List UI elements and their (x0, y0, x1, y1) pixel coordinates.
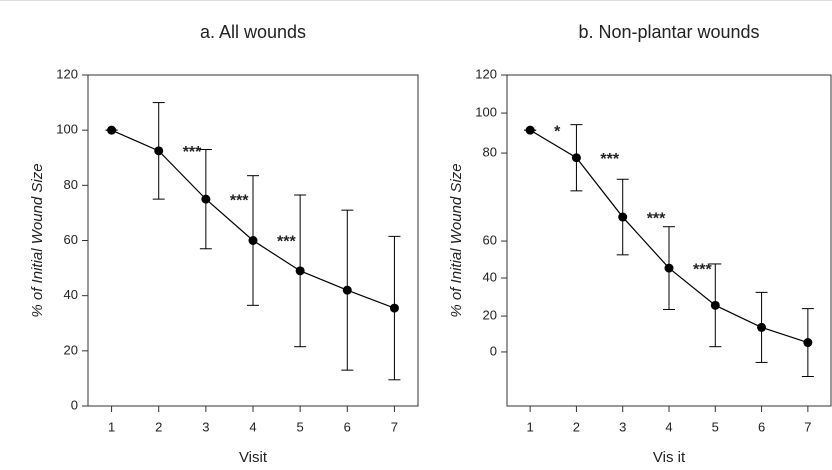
y-axis-label: % of Initial Wound Size (448, 163, 465, 317)
significance-label: *** (647, 210, 666, 227)
x-tick-label: 1 (527, 419, 534, 434)
x-tick-label: 4 (249, 419, 256, 434)
x-tick-label: 5 (297, 419, 304, 434)
data-point (571, 153, 581, 163)
x-tick-label: 7 (391, 419, 398, 434)
y-tick-label: 80 (483, 144, 497, 159)
x-axis-label: Vis it (653, 449, 686, 466)
y-tick-label: 100 (56, 122, 78, 137)
x-tick-label: 3 (619, 419, 626, 434)
y-tick-label: 20 (64, 342, 78, 357)
data-point (664, 263, 674, 273)
y-tick-label: 80 (64, 177, 78, 192)
data-point (389, 303, 399, 313)
significance-label: *** (693, 261, 712, 278)
y-tick-label: 60 (483, 232, 497, 247)
y-tick-label: 100 (475, 105, 497, 120)
data-point (757, 322, 767, 332)
data-point (342, 285, 352, 295)
data-point (154, 146, 164, 156)
significance-label: *** (277, 234, 296, 251)
data-point (803, 338, 813, 348)
x-tick-label: 2 (573, 419, 580, 434)
x-tick-label: 6 (344, 419, 351, 434)
data-point (107, 125, 117, 135)
x-tick-label: 2 (155, 419, 162, 434)
data-point (618, 212, 628, 222)
x-tick-label: 6 (758, 419, 765, 434)
chart-title: b. Non-plantar wounds (578, 22, 759, 42)
chart-title: a. All wounds (200, 22, 306, 42)
y-axis-label: % of Initial Wound Size (29, 163, 46, 317)
y-tick-label: 0 (490, 343, 497, 358)
data-point (525, 125, 535, 135)
x-tick-label: 3 (202, 419, 209, 434)
x-tick-label: 7 (804, 419, 811, 434)
data-point (201, 194, 211, 204)
y-tick-label: 40 (64, 287, 78, 302)
y-tick-label: 60 (64, 232, 78, 247)
data-point (248, 236, 258, 245)
y-tick-label: 120 (56, 66, 78, 81)
x-tick-label: 4 (665, 419, 672, 434)
y-tick-label: 20 (483, 308, 497, 323)
significance-label: *** (600, 151, 619, 168)
y-tick-label: 120 (475, 66, 497, 81)
data-point (295, 266, 305, 276)
x-tick-label: 1 (108, 419, 115, 434)
x-axis-label: Visit (239, 449, 268, 466)
significance-label: * (554, 123, 561, 140)
x-tick-label: 5 (712, 419, 719, 434)
y-tick-label: 40 (483, 269, 497, 284)
significance-label: *** (183, 144, 202, 161)
significance-label: *** (230, 192, 249, 209)
data-point (710, 300, 720, 310)
y-tick-label: 0 (71, 397, 78, 412)
